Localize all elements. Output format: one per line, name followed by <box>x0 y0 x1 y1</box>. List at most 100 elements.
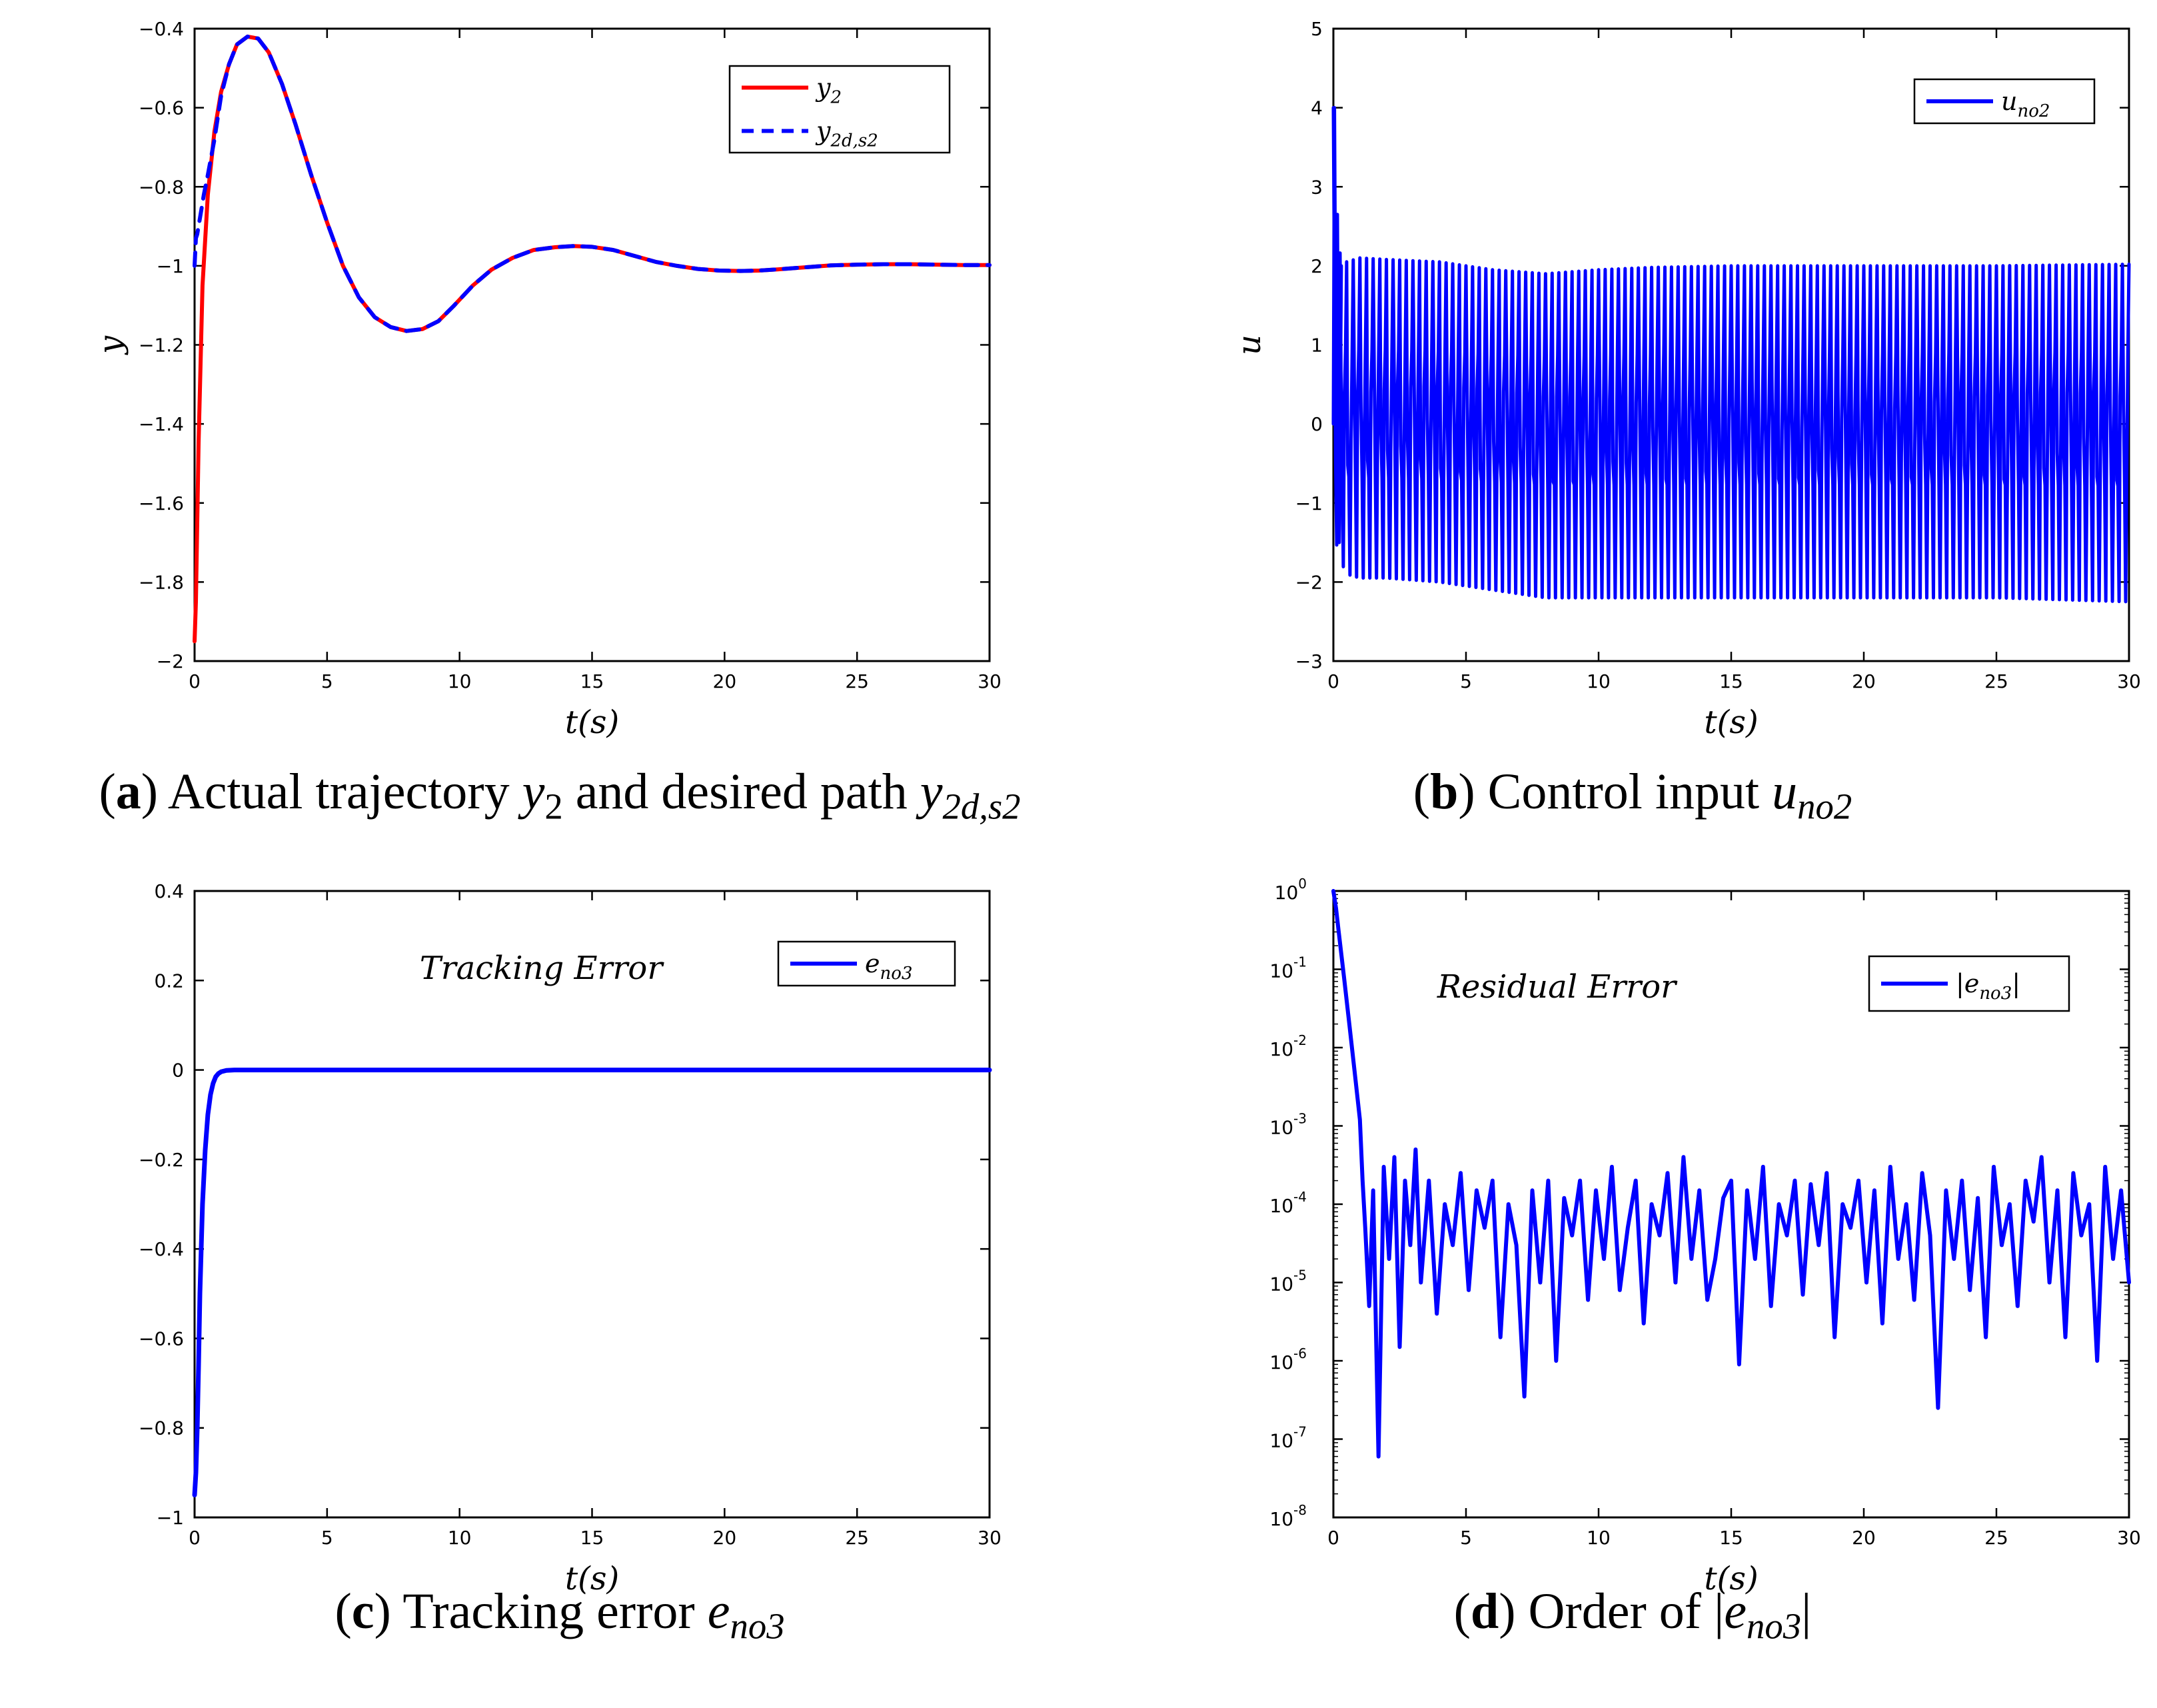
panel-a-legend-var: y <box>815 117 831 146</box>
panel-b-series-uno2 <box>1331 106 2131 604</box>
panel-d-legend-label: |eno3| <box>1956 969 2020 1004</box>
panel-a-series-y2d <box>193 34 992 333</box>
panel-b-xtick-label: 20 <box>1852 670 1876 692</box>
caption-a-var2: y <box>920 764 943 820</box>
panel-b-xtick-label: 0 <box>1327 670 1339 692</box>
caption-d-letter: d <box>1470 1583 1499 1639</box>
caption-a: (a) Actual trajectory y2 and desired pat… <box>99 764 1021 827</box>
panel-d-legend-bar: | <box>2012 969 2020 998</box>
panel-d-ytick-base: 10 <box>1269 1038 1293 1060</box>
panel-d-series-abs-eno3 <box>1331 889 2131 1459</box>
panel-d-ytick-base: 10 <box>1269 960 1293 982</box>
panel-c-ytick-label: −0.4 <box>139 1238 184 1260</box>
caption-a-letter: a <box>115 764 141 820</box>
panel-b-ytick-label: −1 <box>1295 492 1323 514</box>
panel-d-legend-var: e <box>1964 969 1980 998</box>
caption-c-letter: c <box>351 1583 374 1639</box>
panel-a-xtick-label: 25 <box>845 670 869 692</box>
panel-d-ytick-label: 10-4 <box>1269 1189 1307 1217</box>
panel-d-ytick-base: 10 <box>1269 1117 1293 1139</box>
panel-a-ytick-label: −2 <box>157 650 184 672</box>
panel-b-y-axis-label: u <box>1231 335 1268 355</box>
panel-d-legend-bar: | <box>1956 969 1964 998</box>
panel-b-ytick-label: 4 <box>1311 97 1323 119</box>
panel-a-xtick-label: 10 <box>448 670 472 692</box>
panel-a-ytick-label: −1.4 <box>139 413 184 435</box>
panel-d-ytick-label: 10-8 <box>1269 1502 1307 1530</box>
panel-d-ytick-label: 10-7 <box>1269 1424 1307 1452</box>
panel-d-xtick-label: 20 <box>1852 1527 1876 1549</box>
caption-c-var1: e <box>707 1583 730 1639</box>
panel-a-legend-label: y2 <box>815 73 842 108</box>
panel-d-ytick-base: 10 <box>1269 1430 1293 1452</box>
panel-c-ytick-label: 0.4 <box>154 880 184 902</box>
panel-c-legend <box>777 940 956 987</box>
panel-c-ytick-label: −0.2 <box>139 1149 184 1171</box>
panel-c-ytick-label: −0.6 <box>139 1327 184 1349</box>
panel-a-ytick-label: −0.6 <box>139 97 184 119</box>
panel-b-legend-var: u <box>2001 87 2017 116</box>
panel-c-xtick-label: 5 <box>321 1527 333 1549</box>
panel-c-ytick-label: 0 <box>172 1060 184 1082</box>
panel-c-series-eno3 <box>192 1068 992 1497</box>
caption-c-sub1: no3 <box>730 1605 785 1647</box>
caption-a-var1: y <box>522 764 545 820</box>
panel-b-xtick-label: 10 <box>1587 670 1611 692</box>
panel-c: 0 5 10 15 20 25 30 t(s) 0.4 0.2 0 −0.2 −0.4 −0.6 −0.8 −… <box>139 880 1002 1597</box>
panel-d-ytick-exp: -3 <box>1293 1111 1307 1127</box>
panel-b-ytick-label: −3 <box>1295 650 1323 672</box>
panel-d-xtick-label: 5 <box>1460 1527 1472 1549</box>
panel-a-ytick-label: −1.2 <box>139 335 184 357</box>
panel-d-ytick-label: 10-2 <box>1269 1032 1307 1060</box>
panel-b-xtick-label: 15 <box>1719 670 1743 692</box>
panel-b-x-axis-label: t(s) <box>1704 704 1758 741</box>
panel-c-annotation: Tracking Error <box>420 950 665 987</box>
panel-a-xtick-label: 5 <box>321 670 333 692</box>
panel-d-xtick-label: 10 <box>1587 1527 1611 1549</box>
panel-d-ytick-exp: -4 <box>1293 1189 1307 1205</box>
caption-c-text1: Tracking error <box>390 1583 708 1639</box>
caption-a-sub2: 2d,s2 <box>942 786 1021 827</box>
panel-d-ytick-base: 10 <box>1269 1195 1293 1217</box>
panel-d: 0 5 10 15 20 25 30t(s)10010-110-210-310-410-51… <box>1269 876 2140 1597</box>
panel-c-xtick-label: 10 <box>448 1527 472 1549</box>
panel-b-initial-spike <box>1331 106 1343 544</box>
panel-c-xtick-label: 15 <box>580 1527 604 1549</box>
panel-a-xtick-label: 30 <box>978 670 1002 692</box>
panel-a-legend-sub: 2 <box>830 88 842 108</box>
panel-c-ytick-label: −1 <box>157 1507 184 1529</box>
panel-a-y-axis-label: y <box>92 335 129 355</box>
panel-a-x-axis-label: t(s) <box>565 704 619 741</box>
panel-a-xtick-label: 15 <box>580 670 604 692</box>
panel-b-ytick-label: −2 <box>1295 571 1323 593</box>
panel-c-legend-sub: no3 <box>880 964 913 984</box>
panel-c-ytick-label: −0.8 <box>139 1417 184 1439</box>
panel-a-ytick-label: −0.8 <box>139 176 184 198</box>
panel-b-legend-label: uno2 <box>2001 87 2050 121</box>
caption-b-text1: Control input <box>1475 764 1773 820</box>
panel-a: 0 5 10 15 20 25 30 t(s) −0.4 −0.6 −0.8 −1 −1.2 −1.4 −1… <box>92 18 1002 741</box>
panel-b-xtick-label: 5 <box>1460 670 1472 692</box>
caption-b-sub1: no2 <box>1797 786 1852 827</box>
panel-d-xtick-label: 0 <box>1327 1527 1339 1549</box>
panel-c-xtick-label: 20 <box>713 1527 737 1549</box>
panel-a-ytick-label: −0.4 <box>139 18 184 40</box>
panel-b-ytick-label: 1 <box>1311 335 1323 357</box>
panel-d-ytick-exp: 0 <box>1298 876 1307 892</box>
caption-b-letter: b <box>1430 764 1459 820</box>
panel-b-ytick-label: 2 <box>1311 255 1323 277</box>
panel-d-ytick-exp: -8 <box>1293 1502 1307 1518</box>
panel-b-ytick-label: 5 <box>1311 18 1323 40</box>
panel-d-xtick-label: 25 <box>1984 1527 2008 1549</box>
panel-d-ytick-base: 10 <box>1275 882 1299 904</box>
panel-d-ytick-exp: -7 <box>1293 1424 1307 1440</box>
panel-d-ytick-label: 100 <box>1275 876 1307 904</box>
caption-d: (d) Order of |eno3| <box>1453 1583 1812 1647</box>
panel-d-ytick-label: 10-1 <box>1269 954 1307 982</box>
panel-a-xtick-label: 0 <box>189 670 201 692</box>
panel-a-legend-var: y <box>815 73 831 103</box>
panel-d-ytick-base: 10 <box>1269 1274 1293 1295</box>
panel-d-xtick-label: 30 <box>2117 1527 2141 1549</box>
panel-d-annotation: Residual Error <box>1437 968 1678 1006</box>
panel-b-legend-sub: no2 <box>2017 101 2050 121</box>
